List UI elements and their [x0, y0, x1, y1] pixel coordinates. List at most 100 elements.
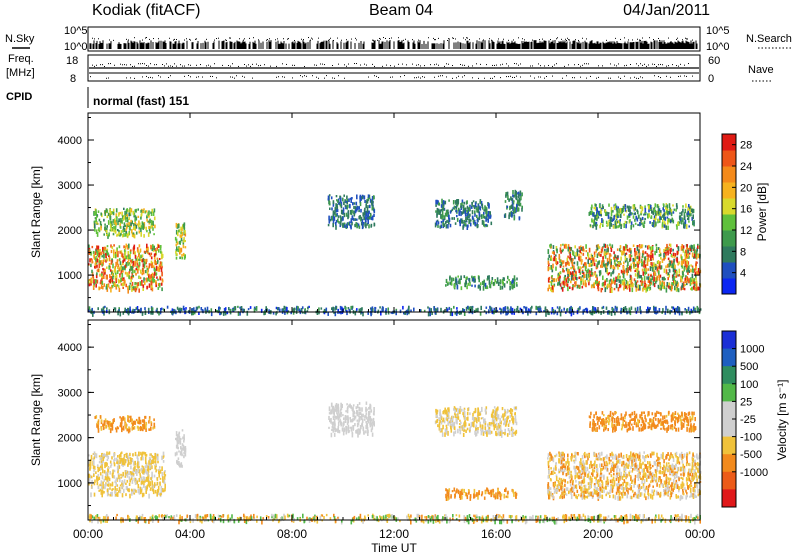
- nsearch-point: [405, 38, 406, 40]
- data-cell: [108, 254, 110, 257]
- data-cell: [695, 280, 698, 284]
- data-cell: [141, 254, 144, 258]
- nsearch-point: [214, 39, 215, 41]
- nave-tick-top: 60: [708, 55, 720, 67]
- data-cell: [435, 204, 437, 207]
- data-cell: [446, 219, 448, 223]
- data-cell: [146, 476, 149, 480]
- data-cell: [112, 263, 114, 269]
- data-cell: [599, 251, 601, 254]
- data-cell: [128, 243, 130, 249]
- data-cell: [573, 267, 575, 271]
- data-cell: [495, 281, 498, 284]
- data-cell: [137, 461, 139, 466]
- data-cell: [630, 281, 632, 287]
- data-cell: [590, 263, 593, 267]
- data-cell: [122, 269, 124, 273]
- data-cell: [643, 260, 646, 265]
- nave-point: [334, 77, 335, 79]
- data-cell: [519, 307, 522, 311]
- data-cell: [91, 279, 93, 284]
- data-cell: [134, 254, 137, 259]
- data-cell: [665, 210, 668, 213]
- data-cell: [161, 271, 163, 277]
- nave-point: [234, 77, 235, 79]
- data-cell: [91, 269, 93, 274]
- data-cell: [332, 219, 335, 224]
- data-cell: [108, 213, 111, 217]
- data-cell: [152, 249, 155, 252]
- data-cell: [344, 204, 347, 207]
- data-cell: [102, 486, 105, 489]
- data-cell: [671, 282, 673, 285]
- data-cell: [140, 254, 142, 258]
- data-cell: [606, 211, 608, 216]
- data-cell: [470, 306, 472, 312]
- data-cell: [512, 201, 515, 205]
- data-cell: [565, 243, 568, 249]
- data-cell: [559, 311, 562, 317]
- nsearch-point: [173, 39, 174, 41]
- data-cell: [459, 279, 461, 283]
- data-cell: [499, 307, 501, 310]
- nave-point: [544, 77, 545, 79]
- freq-point: [256, 63, 257, 65]
- data-cell: [123, 207, 125, 210]
- data-cell: [650, 255, 652, 259]
- data-cell: [116, 266, 119, 270]
- y-tick-label: 3000: [58, 180, 82, 192]
- data-cell: [672, 264, 675, 269]
- data-cell: [483, 279, 485, 283]
- data-cell: [654, 219, 656, 224]
- data-cell: [308, 305, 310, 308]
- data-cell: [97, 467, 99, 473]
- data-cell: [449, 311, 452, 316]
- freq-point: [264, 64, 265, 66]
- data-cell: [159, 466, 161, 469]
- data-cell: [685, 203, 687, 208]
- data-cell: [462, 225, 464, 230]
- data-cell: [676, 308, 679, 314]
- nsearch-point: [569, 39, 570, 41]
- data-cell: [109, 487, 111, 490]
- nsearch-point: [372, 39, 373, 41]
- data-cell: [136, 454, 139, 459]
- data-cell: [146, 285, 148, 290]
- freq-point: [654, 63, 655, 65]
- data-cell: [528, 308, 530, 312]
- data-cell: [696, 286, 699, 291]
- data-cell: [655, 264, 658, 267]
- data-cell: [471, 210, 474, 215]
- data-cell: [665, 203, 668, 206]
- data-cell: [562, 269, 564, 273]
- data-cell: [659, 253, 662, 257]
- data-cell: [639, 274, 641, 279]
- data-cell: [160, 251, 163, 256]
- data-cell: [399, 309, 402, 314]
- data-cell: [146, 277, 148, 282]
- nave-point: [108, 77, 109, 79]
- data-cell: [130, 459, 132, 465]
- data-cell: [93, 460, 95, 466]
- nsearch-point: [452, 37, 453, 39]
- data-cell: [348, 308, 351, 312]
- data-cell: [247, 308, 250, 311]
- data-cell: [567, 246, 570, 252]
- data-cell: [687, 306, 690, 311]
- data-cell: [568, 246, 571, 250]
- data-cell: [609, 221, 611, 226]
- data-cell: [117, 229, 119, 232]
- data-cell: [500, 308, 503, 313]
- freq-tick-top: 18: [66, 55, 78, 67]
- data-cell: [129, 471, 132, 474]
- data-cell: [106, 227, 108, 232]
- data-cell: [117, 310, 119, 316]
- data-cell: [619, 245, 622, 249]
- data-cell: [612, 269, 615, 274]
- data-cell: [127, 244, 129, 250]
- data-cell: [675, 287, 678, 292]
- data-cell: [663, 276, 665, 281]
- data-cell: [117, 278, 120, 284]
- freq-point: [672, 64, 673, 66]
- data-cell: [106, 473, 109, 478]
